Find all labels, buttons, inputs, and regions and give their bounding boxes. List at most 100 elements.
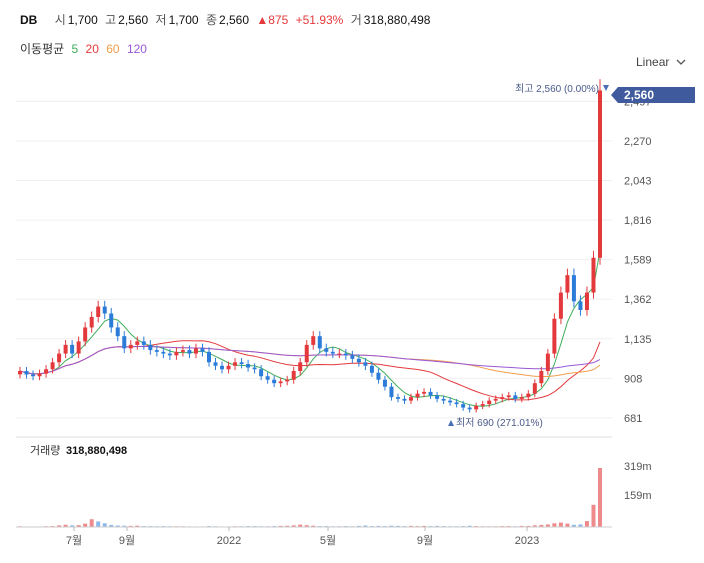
moving-average-legend[interactable]: 이동평균 5 20 60 120 xyxy=(20,40,151,57)
x-tick-label: 7월 xyxy=(66,534,82,547)
candle-body xyxy=(532,383,537,394)
candle-body xyxy=(259,369,264,377)
candle-body xyxy=(539,371,544,384)
candle-body xyxy=(154,350,159,352)
volume-label: 거 xyxy=(350,13,362,27)
candle-body xyxy=(304,344,309,363)
ma-line-60 xyxy=(19,345,601,377)
ma-legend-120: 120 xyxy=(126,42,147,56)
ma-line-5 xyxy=(19,250,601,407)
x-tick-label: 9월 xyxy=(417,534,433,547)
candle-body xyxy=(31,374,36,377)
candle-body xyxy=(422,391,427,394)
volume-bar xyxy=(70,525,75,527)
volume-bar xyxy=(356,525,361,527)
volume-bar xyxy=(376,525,381,527)
ma-line-120 xyxy=(19,345,601,375)
x-tick-label: 5월 xyxy=(320,534,336,547)
candle-body xyxy=(187,350,192,354)
candle-body xyxy=(435,395,440,399)
ma-legend-20: 20 xyxy=(85,42,99,56)
volume-bar xyxy=(89,519,94,527)
candle-body xyxy=(571,275,576,302)
low-annotation: 최저 690 (271.01%) xyxy=(456,417,543,429)
volume-bar xyxy=(591,504,596,527)
change-percent: +51.93% xyxy=(295,13,344,27)
volume-bar xyxy=(298,524,303,527)
candle-body xyxy=(311,336,316,345)
candle-body xyxy=(448,400,453,403)
candle-body xyxy=(363,362,368,366)
y-tick-label: 1,135 xyxy=(624,334,652,346)
candle-body xyxy=(376,372,381,380)
candle-body xyxy=(50,362,55,370)
close-value: 2,560 xyxy=(219,13,250,27)
candle-body xyxy=(578,301,583,311)
volume-bar xyxy=(526,525,531,527)
candle-body xyxy=(330,351,335,354)
volume-bar xyxy=(96,521,101,527)
candle-body xyxy=(519,397,524,399)
high-annotation: 최고 2,560 (0.00%) xyxy=(515,83,599,95)
candle-body xyxy=(63,344,68,354)
change-value: ▲875 xyxy=(256,13,289,27)
volume-value: 318,880,498 xyxy=(363,13,431,27)
scale-toggle-button[interactable]: Linear xyxy=(636,55,686,69)
candle-body xyxy=(441,398,446,401)
candle-body xyxy=(141,341,146,345)
open-value: 1,700 xyxy=(67,13,98,27)
candle-body xyxy=(89,316,94,328)
candle-body xyxy=(356,358,361,363)
candle-body xyxy=(44,369,49,374)
volume-bar xyxy=(128,525,133,527)
candle-body xyxy=(565,275,570,293)
candle-body xyxy=(285,379,290,382)
candle-body xyxy=(500,397,505,399)
candle-body xyxy=(193,348,198,354)
candle-body xyxy=(148,344,153,351)
y-tick-label: 681 xyxy=(624,413,642,425)
candle-body xyxy=(467,407,472,410)
candle-body xyxy=(278,381,283,384)
volume-bar xyxy=(578,524,583,527)
candle-body xyxy=(233,362,238,366)
candle-body xyxy=(395,397,400,399)
triangle-up-icon xyxy=(448,420,454,426)
candle-body xyxy=(109,313,114,328)
volume-bar xyxy=(76,525,81,527)
chevron-down-icon xyxy=(676,59,686,65)
ma-legend-5: 5 xyxy=(71,42,79,56)
candle-body xyxy=(545,353,550,372)
candle-body xyxy=(317,336,322,349)
moving-average-lines xyxy=(19,250,601,407)
volume-tick-2: 159m xyxy=(624,490,652,502)
volume-bar xyxy=(109,524,114,527)
candle-body xyxy=(70,344,75,354)
candle-body xyxy=(24,371,29,375)
candle-body xyxy=(480,404,485,406)
volume-bar xyxy=(115,525,120,527)
candle-body xyxy=(220,365,225,370)
candle-body xyxy=(213,362,218,366)
volume-bar xyxy=(422,525,427,527)
y-tick-label: 908 xyxy=(624,373,642,385)
candle-body xyxy=(552,318,557,354)
volume-bar xyxy=(467,525,472,527)
candle-body xyxy=(83,327,88,342)
candle-body xyxy=(161,351,166,354)
high-label: 고 xyxy=(105,13,117,27)
volume-bar xyxy=(539,524,544,527)
candle-body xyxy=(239,362,244,365)
volume-bar xyxy=(63,524,68,527)
volume-bar xyxy=(545,524,550,527)
volume-bar xyxy=(598,468,602,527)
price-axis: 6819081,1351,3621,5891,8162,0432,2702,49… xyxy=(624,96,652,424)
candle-body xyxy=(402,398,407,401)
candle-body xyxy=(200,348,205,352)
volume-bar xyxy=(409,525,414,527)
volume-bar xyxy=(311,525,316,527)
candle-body xyxy=(461,404,466,408)
candle-body xyxy=(252,367,257,370)
volume-bar xyxy=(278,525,283,527)
